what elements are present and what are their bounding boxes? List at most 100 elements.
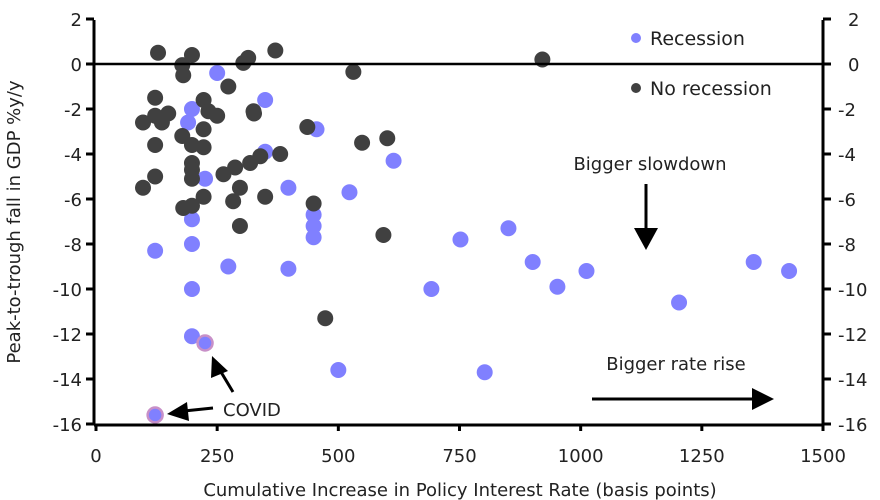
x-tick-label: 500 <box>321 446 355 467</box>
no-recession-point <box>252 148 269 165</box>
down-arrow-icon <box>634 184 658 250</box>
no-recession-point <box>375 227 392 243</box>
no-recession-point <box>225 193 242 210</box>
recession-point <box>183 328 200 345</box>
no-recession-point <box>175 67 192 84</box>
recession-point <box>781 263 798 279</box>
recession-point <box>183 281 200 297</box>
right-y-tick-label: -6 <box>838 190 856 211</box>
left-y-tick-label: -2 <box>64 100 82 121</box>
covid-arrow-left-icon <box>167 402 214 421</box>
recession-point <box>524 254 541 270</box>
recession-point <box>578 263 595 279</box>
no-recession-point <box>160 105 177 122</box>
annotation-covid: COVID <box>223 400 281 421</box>
legend-no-recession-label: No recession <box>650 78 772 100</box>
recession-point <box>147 242 164 259</box>
no-recession-point <box>345 63 362 80</box>
no-recession-point <box>317 310 334 327</box>
left-y-tick-label: -14 <box>53 370 82 391</box>
no-recession-point <box>147 168 164 185</box>
legend: Recession No recession <box>631 28 772 100</box>
covid-point <box>196 334 214 352</box>
covid-arrow-up-icon <box>211 356 235 393</box>
recession-point <box>385 152 402 169</box>
no-recession-point <box>272 146 289 162</box>
legend-recession-marker <box>631 33 641 43</box>
x-tick-label: 1250 <box>679 446 725 467</box>
recession-point <box>305 206 322 223</box>
no-recession-point <box>150 44 167 61</box>
recession-point <box>549 278 566 295</box>
recession-point <box>305 218 322 234</box>
left-y-tick-label: -10 <box>53 280 82 301</box>
x-tick-label: 1500 <box>800 446 846 467</box>
annotation-bigger-rate-rise: Bigger rate rise <box>606 354 746 375</box>
no-recession-point <box>147 89 164 106</box>
no-recession-point <box>183 47 200 63</box>
recession-point <box>341 184 358 201</box>
no-recession-point <box>227 159 244 176</box>
no-recession-point <box>354 134 371 151</box>
no-recession-point <box>175 200 192 216</box>
recession-point <box>280 260 297 277</box>
right-y-tick-label: -14 <box>838 370 867 391</box>
recession-point <box>209 65 226 81</box>
no-recession-point <box>220 78 237 95</box>
no-recession-point <box>195 139 212 156</box>
no-recession-point <box>147 137 164 153</box>
no-recession-point <box>231 218 248 234</box>
right-arrow-icon <box>592 388 774 410</box>
y-axis-title: Peak-to-trough fall in GDP %y/y <box>4 80 25 364</box>
recession-point <box>330 362 347 378</box>
recession-point <box>745 254 762 270</box>
right-y-tick-label: 2 <box>848 10 859 31</box>
x-tick-label: 0 <box>90 446 101 467</box>
legend-no-recession-marker <box>631 83 641 93</box>
left-y-tick-label: -8 <box>64 235 82 256</box>
no-recession-point <box>299 119 316 135</box>
axis-ticks: 0 250 500 750 1000 1250 1500 2 2 0 0 -2 -2 -4 -4 -6 -6 -8… <box>53 10 868 467</box>
right-y-tick-label: -2 <box>838 100 856 121</box>
x-tick-label: 750 <box>442 446 476 467</box>
recession-point <box>183 101 200 117</box>
recession-point <box>257 92 274 108</box>
no-recession-point <box>379 130 396 147</box>
no-recession-point <box>209 107 226 124</box>
left-y-tick-label: -4 <box>64 145 82 166</box>
recession-point <box>183 211 200 228</box>
recession-point <box>476 364 493 381</box>
no-recession-point <box>257 188 274 205</box>
x-tick-label: 1000 <box>558 446 604 467</box>
recession-point <box>280 179 297 196</box>
recession-point <box>500 220 517 237</box>
right-y-tick-label: -16 <box>838 415 867 436</box>
recession-point <box>305 229 322 246</box>
no-recession-point <box>135 179 152 196</box>
x-tick-label: 250 <box>200 446 234 467</box>
no-recession-point <box>195 188 212 205</box>
left-y-tick-label: -12 <box>53 325 82 346</box>
left-y-tick-label: -16 <box>53 415 82 436</box>
no-recession-point <box>240 49 257 66</box>
right-y-tick-label: -4 <box>838 145 856 166</box>
recession-point <box>183 236 200 252</box>
recession-point <box>220 258 237 275</box>
recession-point <box>197 170 214 187</box>
annotation-bigger-slowdown: Bigger slowdown <box>573 154 726 175</box>
recession-point <box>423 281 440 297</box>
x-axis-title: Cumulative Increase in Policy Interest R… <box>203 480 716 500</box>
no-recession-point <box>183 170 200 187</box>
left-y-tick-label: -6 <box>64 190 82 211</box>
covid-point <box>146 406 164 424</box>
right-y-tick-label: 0 <box>848 55 859 76</box>
no-recession-point <box>231 179 248 196</box>
recession-point <box>671 294 688 311</box>
no-recession-point <box>246 105 263 122</box>
left-y-tick-label: 2 <box>71 10 82 31</box>
recession-point <box>452 231 469 248</box>
recession-point <box>180 114 197 131</box>
no-recession-point <box>215 166 232 183</box>
right-y-tick-label: -10 <box>838 280 867 301</box>
